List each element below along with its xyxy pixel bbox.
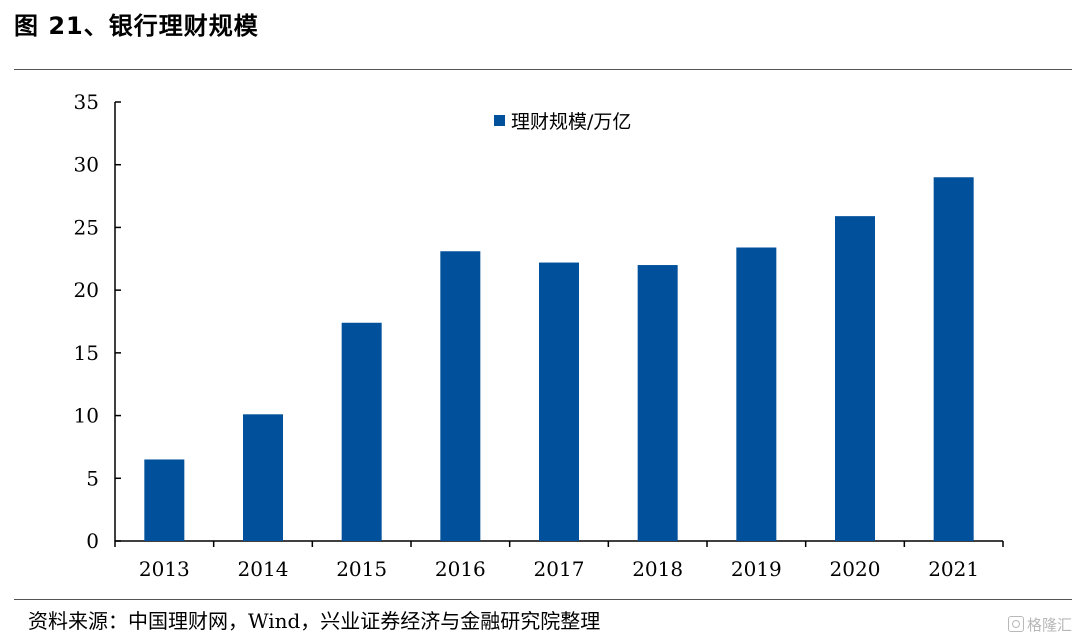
y-tick-label: 0 [86,529,99,553]
bar-2021 [933,177,974,541]
x-tick-label: 2013 [139,557,190,581]
x-axis: 2013 2014 2015 2016 2017 2018 2019 2020 2021 [114,540,1004,581]
y-tick-label: 25 [74,215,99,239]
watermark-text: 格隆汇 [1026,616,1072,634]
bar-2013 [144,459,185,541]
watermark: 格隆汇 [1007,614,1072,635]
bar-2020 [835,216,875,541]
legend-label: 理财规模/万亿 [511,111,631,133]
bar-2016 [440,251,481,541]
bar-2019 [736,247,777,542]
legend: 理财规模/万亿 [494,111,631,133]
bar-2014 [243,414,283,541]
y-tick-label: 5 [86,466,99,490]
top-rule [14,69,1072,70]
y-tick-label: 10 [74,404,99,428]
x-tick-label: 2020 [830,557,881,581]
figure-title: 图 21、银行理财规模 [14,12,259,40]
x-tick-label: 2014 [238,557,289,581]
bar-2015 [341,322,382,541]
bars [144,177,974,542]
y-tick-label: 30 [74,153,99,177]
x-tick-label: 2021 [928,557,979,581]
y-tick-label: 35 [74,90,99,114]
x-tick-label: 2018 [632,557,683,581]
source-note: 资料来源：中国理财网，Wind，兴业证券经济与金融研究院整理 [28,609,601,633]
y-tick-label: 15 [74,341,99,365]
bar-2018 [637,265,678,541]
x-tick-label: 2019 [731,557,782,581]
x-tick-label: 2015 [336,557,387,581]
y-axis: 0 5 10 15 20 25 30 35 [74,90,121,553]
watermark-logo-icon [1007,616,1024,632]
y-tick-label: 20 [74,278,99,302]
bottom-rule [14,599,1072,600]
legend-swatch [494,115,505,126]
x-tick-label: 2016 [435,557,486,581]
x-tick-label: 2017 [534,557,585,581]
bar-2017 [539,262,579,541]
